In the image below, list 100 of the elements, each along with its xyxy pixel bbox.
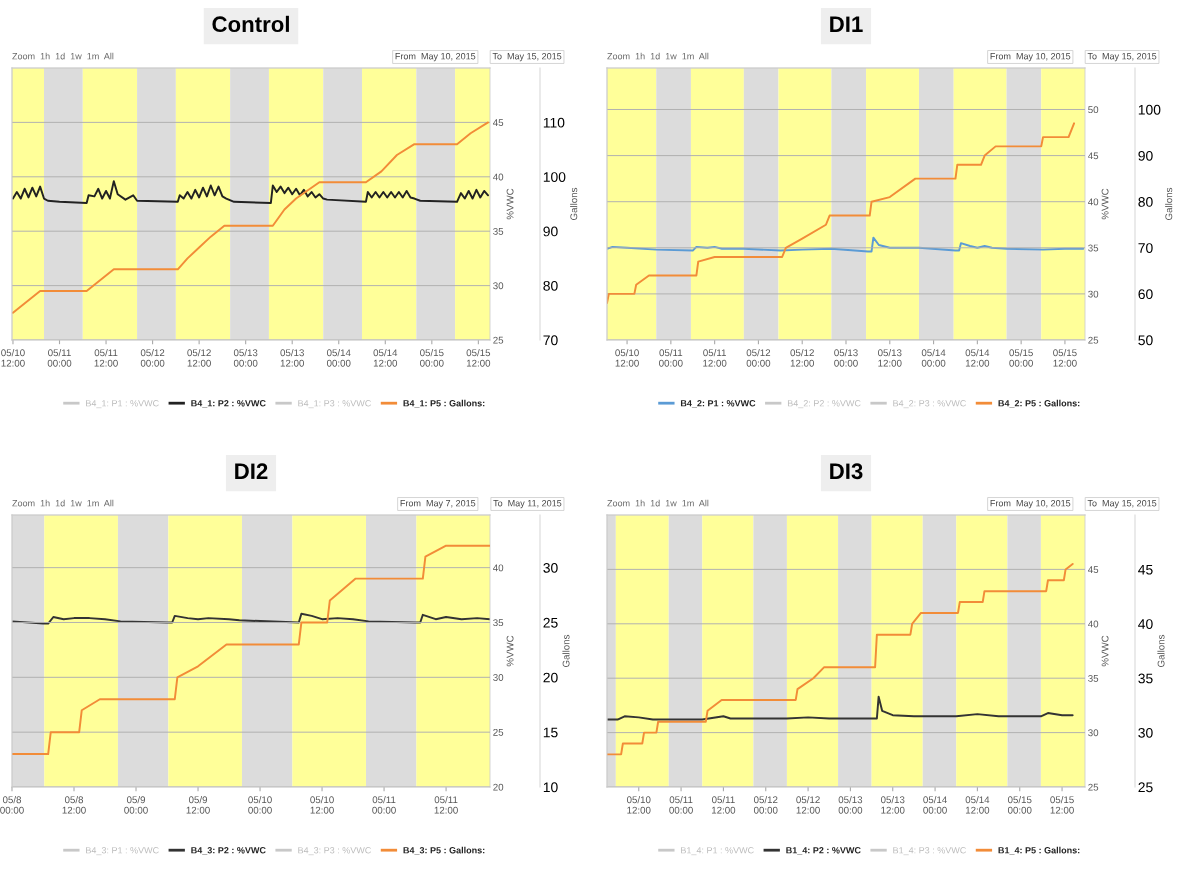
chart-title: DI1 [830,16,863,32]
y2-tick-label: 30 [543,562,558,573]
line-series [607,695,1074,721]
y-tick-label: 40 [1088,198,1099,206]
y-tick-label: 35 [1088,244,1099,252]
x-tick-label: 05/11 12:00 [703,349,727,367]
x-tick-label: 05/12 00:00 [140,349,165,367]
x-tick-label: 05/10 12:00 [615,349,639,367]
x-tick-label: 05/8 00:00 [0,796,24,814]
y-tick-label: 30 [1088,729,1099,737]
y2-tick-label: 80 [543,280,558,291]
chart-title: DI3 [830,463,863,480]
x-tick-label: 05/13 00:00 [834,349,858,367]
y2-tick-label: 30 [1138,727,1153,738]
x-tick-label: 05/9 00:00 [124,796,148,814]
y-tick-label: 45 [1088,152,1099,160]
y-tick-label: 40 [493,173,504,181]
y-tick-label: 20 [493,783,504,791]
legend-label: B4_2: P2 : %VWC [787,400,861,409]
x-tick-label: 05/10 00:00 [248,796,272,814]
chart-title: Control [212,15,289,33]
legend-label: B1_4: P2 : %VWC [786,847,861,855]
legend-label: B4_2: P5 : Gallons: [998,399,1080,408]
y-axis-title: %VWC [1101,635,1109,667]
y2-tick-label: 90 [1138,150,1153,161]
y-tick-label: 40 [1088,620,1099,628]
text: Zoom 1h 1d 1w 1m All [12,52,114,60]
line-series [607,562,1074,756]
x-tick-label: 05/14 12:00 [965,349,990,367]
x-tick-label: 05/13 12:00 [878,349,902,367]
y-tick-label: 25 [1088,783,1099,791]
x-tick-label: 05/14 12:00 [965,796,990,814]
legend-label: B4_2: P1 : %VWC [680,400,756,408]
y-axis-title: %VWC [506,188,514,220]
x-tick-label: 05/15 00:00 [1009,349,1033,367]
x-tick-label: 05/10 12:00 [626,796,651,814]
x-tick-label: 05/13 12:00 [280,349,304,367]
y2-tick-label: 100 [1138,104,1161,115]
text: From May 10, 2015 [395,53,476,62]
x-tick-label: 05/15 12:00 [466,349,491,367]
text: Zoom 1h 1d 1w 1m All [12,499,114,507]
y2-tick-label: 20 [543,672,558,683]
x-tick-label: 05/14 00:00 [921,349,946,367]
y-tick-label: 50 [1088,106,1099,114]
x-tick-label: 05/13 12:00 [880,796,905,814]
x-tick-label: 05/12 12:00 [796,796,820,814]
x-tick-label: 05/12 12:00 [790,349,814,367]
text: To May 15, 2015 [492,53,562,62]
y2-tick-label: 45 [1138,564,1153,575]
x-tick-label: 05/11 12:00 [711,796,736,814]
y-tick-label: 30 [493,674,504,681]
legend-label: B1_4: P3 : %VWC [893,847,966,856]
x-tick-label: 05/11 00:00 [372,796,396,814]
y2-tick-label: 25 [1138,782,1153,793]
text: Zoom 1h 1d 1w 1m All [607,52,709,60]
y2-axis-title: Gallons [570,187,578,220]
y-tick-label: 45 [493,119,504,127]
legend-label: B4_1: P5 : Gallons: [403,399,485,408]
y-tick-label: 30 [1088,290,1099,298]
y2-tick-label: 80 [1138,197,1153,207]
x-tick-label: 05/13 00:00 [838,796,863,814]
legend-label: B4_3: P2 : %VWC [191,847,266,855]
y-tick-label: 25 [1088,336,1099,344]
y2-axis-title: Gallons [1165,187,1173,220]
x-tick-label: 05/9 12:00 [186,796,210,814]
x-tick-label: 05/11 12:00 [94,349,118,367]
text: Zoom 1h 1d 1w 1m All [607,499,709,507]
y-tick-label: 30 [493,282,504,290]
line-series [607,236,1085,253]
x-tick-label: 05/11 00:00 [659,349,683,367]
line-series [12,544,490,756]
x-tick-label: 05/15 12:00 [1050,796,1074,814]
line-series [12,121,490,314]
x-tick-label: 05/12 00:00 [746,349,771,367]
text: To May 11, 2015 [493,500,562,509]
y-axis-title: %VWC [506,635,514,667]
text: From May 10, 2015 [990,53,1071,62]
x-tick-label: 05/10 12:00 [1,349,25,367]
y2-tick-label: 25 [543,617,558,628]
legend-label: B4_3: P3 : %VWC [298,847,371,856]
y2-tick-label: 100 [543,172,566,182]
legend-label: B1_4: P5 : Gallons: [998,846,1080,855]
y2-tick-label: 35 [1138,673,1153,684]
y2-tick-label: 70 [1138,243,1153,253]
line-series [12,180,490,204]
legend-label: B4_1: P1 : %VWC [86,400,159,409]
x-tick-label: 05/12 12:00 [187,349,211,367]
text: To May 15, 2015 [1087,53,1157,62]
y2-axis-title: Gallons [1157,634,1165,667]
legend-label: B1_4: P1 : %VWC [681,847,754,856]
x-tick-label: 05/14 00:00 [923,796,947,814]
y-tick-label: 25 [493,728,504,736]
y2-axis-title: Gallons [562,634,570,667]
y2-tick-label: 90 [543,226,558,237]
y2-tick-label: 110 [543,117,565,128]
line-series [12,612,490,625]
y2-tick-label: 40 [1138,619,1153,629]
y-tick-label: 35 [1088,674,1099,682]
legend-label: B4_1: P3 : %VWC [298,400,371,409]
y2-tick-label: 10 [543,782,558,793]
